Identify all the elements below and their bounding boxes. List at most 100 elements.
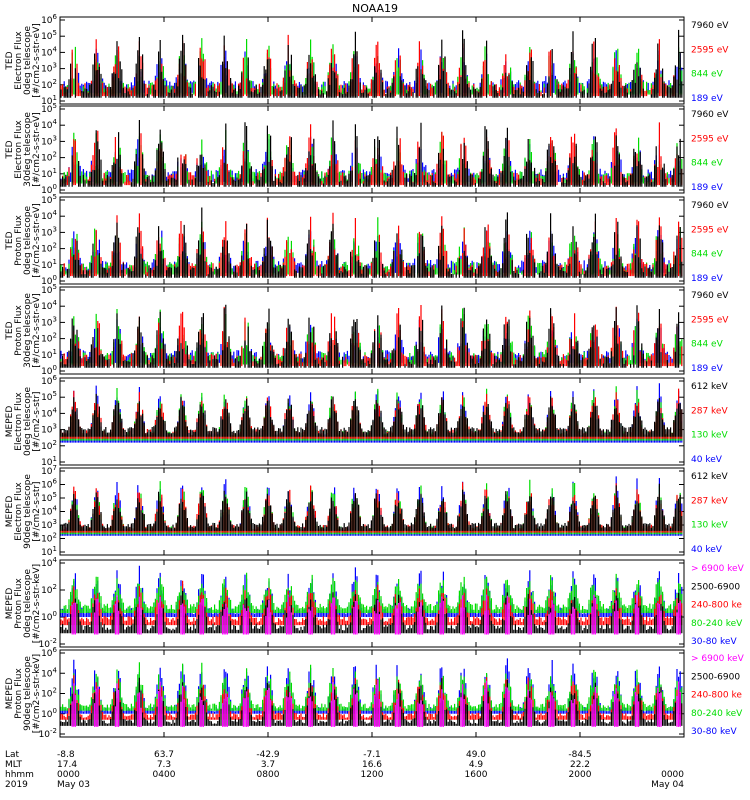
- y-tick-label: 104: [41, 505, 57, 518]
- y-axis-label-line: [#/cm2-s-str-eV]: [32, 23, 42, 98]
- panel-8: 10-2 100 102 104 106 MEPED Proton Flux 90deg te…: [5, 646, 745, 740]
- y-tick-label: 10-2: [39, 727, 57, 740]
- hhmm-value: 0000: [661, 770, 684, 780]
- y-tick-label: 100: [41, 610, 57, 623]
- y-axis-label-line: Proton Flux: [14, 305, 24, 356]
- y-axis-label-line: [#/cm2-s-str]: [32, 481, 42, 541]
- legend-entry: 40 keV: [691, 545, 723, 555]
- chart-title: NOAA19: [352, 2, 398, 15]
- y-tick-label: 106: [41, 374, 57, 387]
- series-trace-80-240-kev: [60, 662, 683, 711]
- lat-value: -42.9: [256, 750, 280, 760]
- y-tick-label: 102: [41, 151, 57, 164]
- y-axis-label-line: TED: [5, 51, 15, 70]
- y-tick-label: 104: [41, 299, 57, 312]
- legend-entry: 2595 eV: [691, 225, 729, 235]
- y-tick-label: 104: [41, 118, 57, 131]
- legend-entry: 130 keV: [691, 431, 728, 441]
- y-tick-label: 101: [41, 348, 57, 361]
- y-axis-label-line: 30deg telescope: [23, 112, 33, 187]
- series-trace-7960-ev: [60, 120, 683, 187]
- series-trace-7960-ev: [60, 207, 683, 278]
- series-trace-7960-ev: [60, 29, 683, 98]
- legend-entry: 80-240 keV: [691, 709, 743, 719]
- series-trace-7960-ev: [60, 304, 680, 368]
- legend-entry: 2595 eV: [691, 134, 729, 144]
- legend-entry: 612 keV: [691, 382, 728, 392]
- y-tick-label: 101: [41, 545, 57, 558]
- lat-value: 63.7: [154, 750, 174, 760]
- y-axis-label-line: Proton Flux: [14, 578, 24, 629]
- y-tick-label: 106: [41, 646, 57, 659]
- y-axis-label-line: TED: [5, 140, 15, 159]
- legend-entry: 2500-6900: [691, 582, 740, 592]
- y-axis-label-line: 0deg telescope: [23, 569, 33, 639]
- legend-entry: 189 eV: [691, 94, 724, 104]
- legend-entry: 7960 eV: [691, 201, 729, 211]
- y-tick-label: 104: [41, 406, 57, 419]
- y-tick-label: 102: [41, 687, 57, 700]
- y-tick-label: 106: [41, 13, 57, 26]
- y-tick-label: 103: [41, 518, 57, 531]
- y-tick-label: 100: [41, 183, 57, 196]
- legend-entry: 189 eV: [691, 183, 724, 193]
- legend-entry: 7960 eV: [691, 291, 729, 301]
- y-tick-label: 104: [41, 45, 57, 58]
- legend-entry: 287 keV: [691, 496, 728, 506]
- y-tick-label: 101: [41, 94, 57, 107]
- mlt-value: 22.2: [570, 760, 590, 770]
- mlt-value: 4.9: [469, 760, 484, 770]
- panel-7: 10-2 100 102 104 MEPED Proton Flux 0deg telesc…: [5, 556, 745, 650]
- y-tick-label: 100: [41, 707, 57, 720]
- ephemeris-row-label: hhmm: [5, 770, 34, 780]
- y-axis-label-line: Electron Flux: [14, 120, 24, 179]
- legend-entry: > 6900 keV: [691, 564, 745, 574]
- hhmm-value: 1600: [465, 770, 488, 780]
- y-axis-label-line: [#/cm2-s-str-keV]: [32, 654, 42, 733]
- legend-entry: 844 eV: [691, 250, 724, 260]
- legend-entry: 7960 eV: [691, 110, 729, 120]
- mlt-value: 17.4: [57, 760, 77, 770]
- legend-entry: 30-80 keV: [691, 637, 737, 647]
- y-tick-label: 104: [41, 556, 57, 569]
- y-axis-label-line: Proton Flux: [14, 668, 24, 719]
- legend-entry: 612 keV: [691, 472, 728, 482]
- y-tick-label: 102: [41, 583, 57, 596]
- y-tick-label: 103: [41, 62, 57, 75]
- panel-3: 100 101 102 103 104 105 TED Proton Flux 0deg tel…: [5, 193, 729, 287]
- legend-entry: 189 eV: [691, 274, 724, 284]
- y-axis-label-line: 0deg telescope: [23, 206, 33, 276]
- legend-entry: 2595 eV: [691, 315, 729, 325]
- y-tick-label: 102: [41, 532, 57, 545]
- y-axis-label-line: [#/cm2-s-str]: [32, 391, 42, 451]
- y-tick-label: 104: [41, 666, 57, 679]
- y-tick-label: 102: [41, 78, 57, 91]
- series-trace--6900-kev: [71, 594, 681, 635]
- y-tick-label: 105: [41, 283, 57, 296]
- y-tick-label: 103: [41, 225, 57, 238]
- x-axis-ephemeris: LatMLThhmm2019-8.817.4000063.77.30400-42…: [5, 750, 684, 790]
- y-tick-label: 107: [41, 464, 57, 477]
- y-tick-label: 102: [41, 439, 57, 452]
- y-tick-label: 10-2: [39, 637, 57, 650]
- y-tick-label: 103: [41, 315, 57, 328]
- ephemeris-row-label: Lat: [5, 750, 20, 760]
- y-tick-label: 105: [41, 102, 57, 115]
- y-axis-label-line: Electron Flux: [14, 31, 24, 90]
- y-tick-label: 101: [41, 167, 57, 180]
- y-axis-label-line: TED: [5, 321, 15, 340]
- ephemeris-row-label: 2019: [5, 780, 28, 790]
- series-trace-2595-ev: [60, 34, 676, 97]
- y-axis-label-line: Electron Flux: [14, 392, 24, 451]
- legend-entry: 240-800 ke: [691, 601, 742, 611]
- legend-entry: 844 eV: [691, 340, 724, 350]
- legend-entry: 287 keV: [691, 406, 728, 416]
- y-axis-label-line: [#/cm2-s-str-eV]: [32, 293, 42, 368]
- legend-entry: 30-80 keV: [691, 727, 737, 737]
- date-end: May 04: [651, 780, 684, 790]
- legend-entry: 844 eV: [691, 70, 724, 80]
- panel-4: 100 101 102 103 104 105 TED Proton Flux 30deg te…: [5, 283, 729, 377]
- y-axis-label-line: 90deg telescope: [23, 474, 33, 549]
